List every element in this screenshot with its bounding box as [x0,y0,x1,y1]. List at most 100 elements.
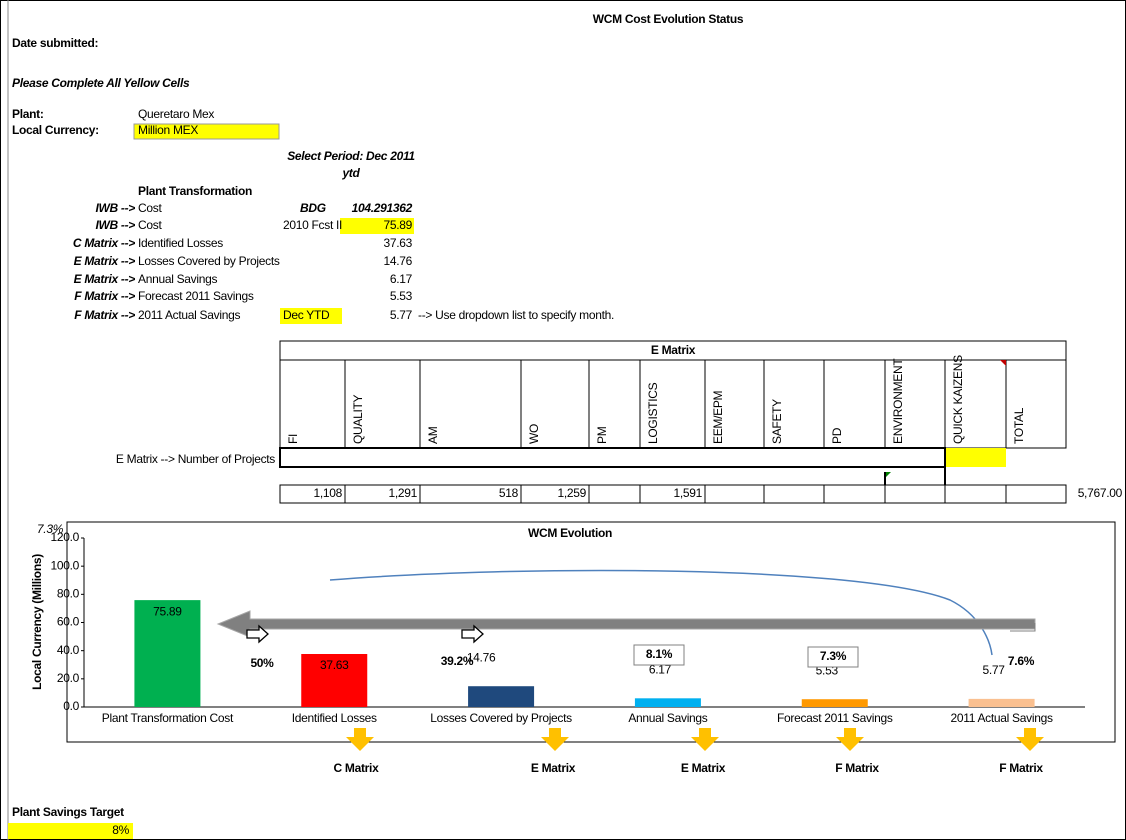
data-label: 6.17 [649,662,672,676]
column-header: LOGISTICS [646,382,660,444]
row-value: 75.89 [383,218,412,232]
row-value: 104.291362 [352,201,413,215]
down-arrow [541,728,569,751]
row-label: E Matrix --> Number of Projects [116,452,275,466]
row-value: 37.63 [383,236,412,250]
chart-border [66,521,1116,743]
row-label: Losses Covered by Projects [138,254,280,268]
instruction: Please Complete All Yellow Cells [12,76,190,90]
chart-title: WCM Evolution [528,526,612,540]
percent-label: 8.1% [646,647,673,661]
sheet-title: WCM Cost Evolution Status [593,12,744,26]
column-header: PD [830,427,844,444]
column-header: QUALITY [351,394,365,444]
matrix-label: C Matrix --> [73,236,135,250]
y-tick-label: 60.0 [57,615,80,629]
bar [801,699,868,707]
hint-arrow [461,624,484,644]
currency-label: Local Currency: [12,123,99,137]
total-value: 1,291 [388,486,417,500]
row-note: --> Use dropdown list to specify month. [418,308,614,322]
comment-marker [885,472,891,478]
label-box [807,646,859,668]
column-header: SAFETY [770,399,784,444]
y-tick-label: 20.0 [57,671,80,685]
matrix-label: F Matrix [999,761,1043,775]
row-extra: BDG [300,201,326,215]
target-label: Plant Savings Target [12,805,124,819]
y-tick-label: 80.0 [57,587,80,601]
x-tick-label: Identified Losses [292,711,377,725]
column-header: QUICK KAIZENS [951,355,965,444]
corner-label: 7.3% [37,522,64,536]
x-tick-label: 2011 Actual Savings [951,711,1053,725]
row-label: 2011 Actual Savings [138,308,240,322]
column-header: FI [286,434,300,444]
y-tick-label: 40.0 [57,643,80,657]
plant-value: Queretaro Mex [138,107,214,121]
x-tick-label: Forecast 2011 Savings [777,711,893,725]
period-label: Select Period: Dec 2011 [287,149,415,163]
data-label: 14.76 [467,650,496,664]
total-value: 5,767.00 [1078,486,1123,500]
column-header: TOTAL [1012,407,1026,444]
row-label: Forecast 2011 Savings [138,289,254,303]
y-axis-label: Local Currency (Millions) [30,554,44,690]
row-label: Cost [138,218,162,232]
row-extra: Dec YTD [283,308,330,322]
yellow-cell [133,123,280,140]
yellow-cell [340,218,414,234]
matrix-label: IWB --> [95,218,135,232]
big-arrow [216,610,1036,638]
row-value: 5.53 [390,289,413,303]
matrix-label: E Matrix [531,761,576,775]
comment-marker [1000,360,1006,366]
yellow-cell [945,448,1006,467]
row-value: 5.77 [390,308,413,322]
percent-label: 50% [250,656,274,670]
total-value: 1,591 [673,486,702,500]
row-label: Cost [138,201,162,215]
hint-arrow [246,624,269,644]
matrix-label: F Matrix --> [74,289,135,303]
y-tick-label: 0.0 [63,699,79,713]
row-label: Identified Losses [138,236,223,250]
matrix-label: IWB --> [95,201,135,215]
label-box [633,644,685,666]
column-header: WO [527,424,541,444]
row-extra: 2010 Fcst II [283,218,342,232]
matrix-label: E Matrix --> [74,272,136,286]
yellow-cell [8,823,133,839]
matrix-label: E Matrix --> [74,254,136,268]
column-header: PM [595,426,609,444]
target-value: 8% [112,823,129,837]
data-label: 75.89 [153,604,182,618]
bar [134,600,201,707]
period-sub: ytd [341,166,360,180]
table-border [279,484,1067,504]
data-label: 5.77 [983,663,1006,677]
section-title: Plant Transformation [138,184,252,198]
bar [634,698,701,707]
row-label: Annual Savings [138,272,217,286]
bar [968,698,1035,707]
total-value: 1,108 [313,486,342,500]
down-arrow [1016,728,1044,751]
y-tick-label: 120.0 [50,530,79,544]
down-arrow [346,728,374,751]
small-arrow [1010,623,1036,632]
percent-label: 39.2% [441,654,474,668]
matrix-label: F Matrix [835,761,879,775]
down-arrow [691,728,719,751]
data-label: 37.63 [320,658,349,672]
currency-value: Million MEX [138,123,198,137]
x-tick-label: Annual Savings [628,711,707,725]
yellow-cell [280,308,342,324]
down-arrow [836,728,864,751]
y-tick-label: 100.0 [50,558,79,572]
bar [301,654,368,707]
column-header: AM [426,426,440,444]
total-value: 1,259 [557,486,586,500]
row-value: 14.76 [383,254,412,268]
